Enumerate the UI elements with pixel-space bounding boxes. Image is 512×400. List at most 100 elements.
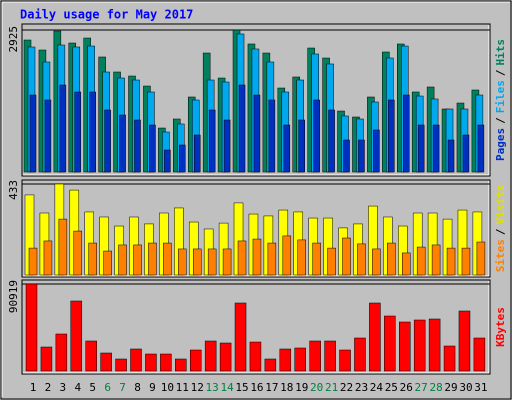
bar [462, 134, 470, 173]
bar [373, 129, 380, 173]
bar [279, 348, 292, 372]
bar [297, 239, 306, 276]
x-tick-label: 30 [459, 381, 472, 394]
x-tick-label: 22 [340, 381, 353, 394]
bar [327, 247, 336, 276]
bar [339, 349, 351, 372]
bar [264, 358, 277, 372]
x-tick-label: 1 [30, 381, 37, 394]
x-tick-label: 10 [161, 381, 174, 394]
bar [44, 99, 52, 173]
bar [204, 340, 217, 372]
legend-entry: Sites [494, 239, 507, 272]
bar [179, 144, 186, 173]
x-tick-label: 23 [355, 381, 368, 394]
bar [446, 247, 456, 276]
legend-entry: Hits [494, 39, 507, 66]
x-tick-label: 8 [134, 381, 141, 394]
bar [283, 124, 291, 173]
legend-separator: / [494, 117, 507, 124]
x-tick-label: 19 [295, 381, 308, 394]
x-tick-label: 29 [444, 381, 457, 394]
bar [104, 109, 111, 173]
legend-separator: / [494, 228, 507, 235]
x-tick-label: 7 [119, 381, 126, 394]
x-tick-label: 9 [149, 381, 156, 394]
x-tick-label: 21 [325, 381, 338, 394]
bar [343, 139, 350, 173]
bar [100, 352, 112, 372]
bar [354, 337, 366, 372]
bar [43, 240, 53, 276]
bar [148, 242, 157, 276]
legend-entry: Files [494, 80, 507, 113]
bar [431, 244, 441, 276]
x-tick-label: 31 [474, 381, 487, 394]
legend-entry: Pages [494, 128, 507, 161]
bar [70, 300, 83, 372]
legend: KBytes [494, 307, 507, 347]
bar [88, 242, 97, 276]
bar [309, 340, 321, 372]
bar [252, 238, 262, 276]
bar [461, 247, 471, 276]
bar [59, 84, 67, 173]
bar [130, 348, 142, 372]
x-tick-label: 12 [191, 381, 204, 394]
bar [458, 310, 471, 372]
bar [416, 246, 426, 276]
x-tick-label: 18 [280, 381, 293, 394]
x-tick-label: 15 [235, 381, 248, 394]
x-tick-label: 5 [89, 381, 96, 394]
legend-entry: Visits [494, 185, 507, 225]
y-tick-label: 2925 [7, 26, 20, 53]
x-tick-label: 4 [74, 381, 81, 394]
bar [372, 248, 381, 276]
bar [282, 235, 292, 276]
bar [477, 124, 485, 173]
bar [294, 347, 306, 372]
bar [237, 240, 247, 276]
bar [447, 139, 455, 173]
bar [192, 248, 202, 276]
chart-title: Daily usage for May 2017 [20, 8, 193, 22]
x-tick-label: 27 [415, 381, 428, 394]
bar [402, 252, 411, 276]
bar [313, 99, 320, 173]
bar [119, 114, 126, 173]
bar [413, 319, 426, 372]
bar [40, 346, 53, 372]
bar [268, 99, 276, 173]
bar [55, 333, 68, 372]
x-tick-label: 3 [60, 381, 67, 394]
bar [28, 247, 38, 276]
bar [222, 248, 232, 276]
bar [342, 237, 351, 276]
bar [328, 109, 335, 173]
bar [249, 341, 262, 372]
bar [387, 242, 396, 276]
x-tick-label: 14 [220, 381, 234, 394]
bar [357, 243, 366, 276]
bar [149, 124, 156, 173]
bar [208, 109, 216, 173]
bar [207, 248, 217, 276]
bar [298, 119, 305, 173]
bar [25, 283, 38, 372]
bar [189, 349, 202, 372]
legend: Pages / Files / Hits [494, 39, 507, 161]
x-tick-label: 25 [385, 381, 398, 394]
bar [388, 99, 395, 173]
bar [115, 358, 127, 372]
bar [178, 248, 187, 276]
bar [238, 84, 246, 173]
bar [403, 94, 410, 173]
x-tick-label: 6 [104, 381, 111, 394]
x-tick-label: 17 [265, 381, 278, 394]
x-tick-label: 20 [310, 381, 323, 394]
bar [399, 321, 411, 372]
bar [89, 91, 96, 173]
bar [267, 242, 277, 276]
bar [428, 318, 441, 372]
x-tick-label: 16 [250, 381, 263, 394]
